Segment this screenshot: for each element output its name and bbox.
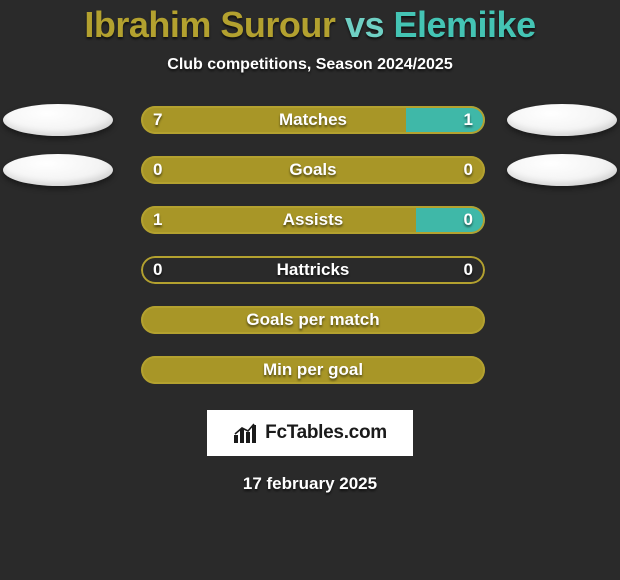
photo-spacer	[507, 254, 617, 286]
title-player1: Ibrahim Surour	[84, 4, 335, 45]
photo-spacer	[507, 354, 617, 386]
stat-bar: Goals per match	[141, 306, 485, 334]
player2-photo	[507, 104, 617, 136]
stat-row: 00Goals	[3, 154, 617, 186]
page-title: Ibrahim Surour vs Elemiike	[84, 4, 535, 46]
photo-spacer	[3, 304, 113, 336]
player2-photo	[507, 154, 617, 186]
stat-row: 71Matches	[3, 104, 617, 136]
subtitle: Club competitions, Season 2024/2025	[167, 56, 452, 74]
player1-photo	[3, 104, 113, 136]
stat-bar: 00Hattricks	[141, 256, 485, 284]
stat-row: 00Hattricks	[3, 254, 617, 286]
stat-rows: 71Matches 00Goals 10Assists 00Hattricks Goal…	[3, 104, 617, 404]
stat-label: Matches	[141, 106, 485, 134]
stat-label: Hattricks	[141, 256, 485, 284]
brand-bars-icon	[233, 423, 259, 443]
stat-bar: Min per goal	[141, 356, 485, 384]
photo-spacer	[3, 204, 113, 236]
stat-bar: 10Assists	[141, 206, 485, 234]
stat-label: Goals	[141, 156, 485, 184]
brand-badge: FcTables.com	[207, 410, 413, 456]
stat-bar: 71Matches	[141, 106, 485, 134]
photo-spacer	[3, 354, 113, 386]
photo-spacer	[507, 304, 617, 336]
stat-label: Min per goal	[141, 356, 485, 384]
stat-row: 10Assists	[3, 204, 617, 236]
stat-label: Goals per match	[141, 306, 485, 334]
brand-text: FcTables.com	[265, 422, 387, 444]
photo-spacer	[3, 254, 113, 286]
title-player2: Elemiike	[394, 4, 536, 45]
stat-row: Goals per match	[3, 304, 617, 336]
stat-bar: 00Goals	[141, 156, 485, 184]
title-vs: vs	[345, 4, 384, 45]
stat-row: Min per goal	[3, 354, 617, 386]
comparison-infographic: Ibrahim Surour vs Elemiike Club competit…	[0, 0, 620, 580]
stat-label: Assists	[141, 206, 485, 234]
player1-photo	[3, 154, 113, 186]
date-label: 17 february 2025	[243, 474, 377, 494]
photo-spacer	[507, 204, 617, 236]
